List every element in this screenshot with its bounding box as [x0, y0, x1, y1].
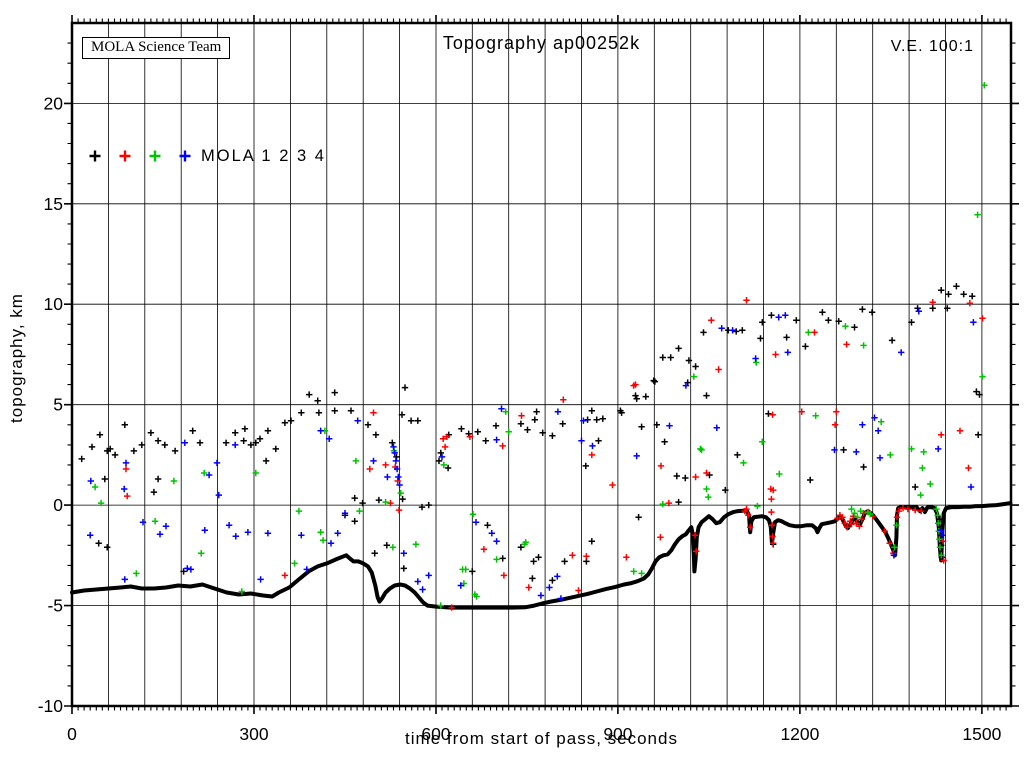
x-tick-label-1200: 1200 — [780, 724, 819, 744]
y-tick-label-20: 20 — [44, 93, 64, 113]
legend-label: MOLA 1 2 3 4 — [201, 147, 326, 165]
legend-marker-mola-1 — [89, 150, 101, 162]
credit-text: MOLA Science Team — [91, 39, 222, 55]
mola-2-scatter — [122, 297, 986, 611]
y-tick-label-0: 0 — [53, 495, 63, 515]
legend-marker-mola-2 — [119, 150, 131, 162]
vertical-exaggeration-label: V.E. 100:1 — [890, 38, 974, 55]
grid-lines — [72, 23, 1011, 706]
x-tick-label-300: 300 — [239, 724, 268, 744]
mola-4-scatter — [87, 308, 977, 602]
x-tick-label-600: 600 — [421, 724, 450, 744]
mola-3-scatter — [91, 82, 988, 609]
plot-border — [70, 21, 1013, 708]
major-tick-marks — [64, 15, 1019, 714]
y-tick-label--5: -5 — [47, 596, 63, 616]
y-tick-label-15: 15 — [44, 194, 63, 214]
x-tick-label-1500: 1500 — [962, 724, 1001, 744]
credit-box: MOLA Science Team — [82, 37, 231, 59]
page-title: Topography ap00252k — [442, 33, 641, 53]
mola-1-scatter — [78, 283, 983, 584]
y-tick-label--10: -10 — [38, 696, 64, 716]
ground-profile-line — [70, 501, 1013, 610]
y-axis-title: topography, km — [7, 293, 26, 423]
legend-marker-mola-4 — [179, 150, 191, 162]
y-tick-label-5: 5 — [53, 395, 63, 415]
x-axis-title: time from start of pass, seconds — [405, 729, 678, 748]
x-tick-label-900: 900 — [603, 724, 632, 744]
legend-marker-mola-3 — [149, 150, 161, 162]
x-tick-label-0: 0 — [67, 724, 77, 744]
minor-tick-marks — [67, 18, 1016, 711]
y-tick-label-10: 10 — [44, 294, 64, 314]
